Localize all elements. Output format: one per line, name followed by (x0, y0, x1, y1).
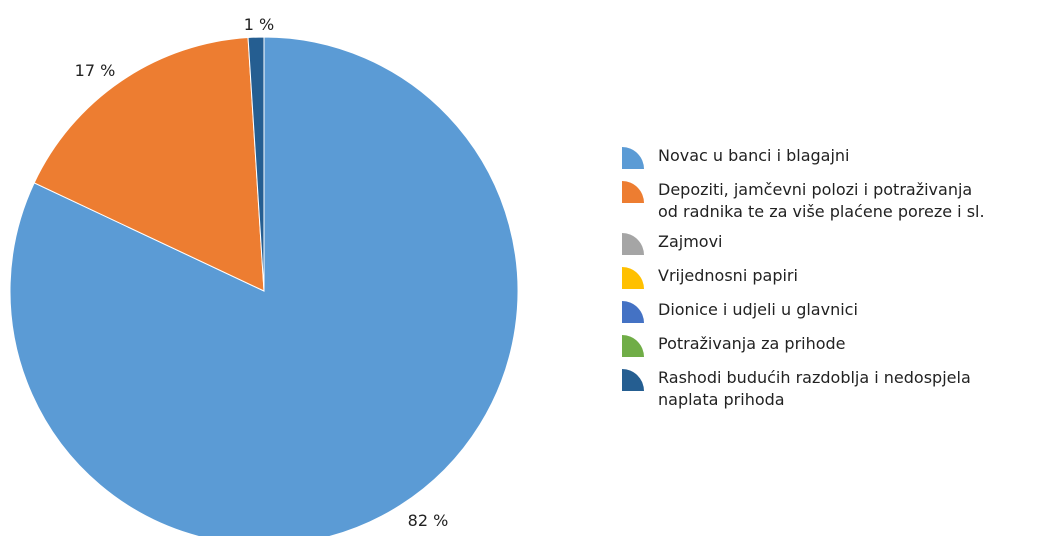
pie-slice (33, 36, 265, 292)
slice-value-label: 17 % (75, 61, 116, 80)
legend-swatch-icon (620, 179, 650, 205)
legend-swatch-icon (620, 367, 650, 393)
legend-label: Dionice i udjeli u glavnici (658, 300, 858, 319)
legend-swatch-icon (620, 231, 650, 257)
legend-item: Depoziti, jamčevni polozi i potraživanja… (620, 179, 1050, 223)
pie-slice-labels: 82 % 17 % 1 % (75, 15, 449, 530)
legend-label: Depoziti, jamčevni polozi i potraživanja… (658, 180, 985, 221)
legend-label: Vrijednosni papiri (658, 266, 798, 285)
legend-swatch-icon (620, 299, 650, 325)
legend-swatch-icon (620, 333, 650, 359)
legend-label: Novac u banci i blagajni (658, 146, 850, 165)
pie-slice (247, 36, 265, 292)
pie-slices (9, 36, 519, 536)
legend-item: Rashodi budućih razdoblja i nedospjela n… (620, 367, 1050, 411)
legend-item: Potraživanja za prihode (620, 333, 1050, 359)
legend-item: Vrijednosni papiri (620, 265, 1050, 291)
legend-label: Rashodi budućih razdoblja i nedospjela n… (658, 368, 971, 409)
legend-item: Dionice i udjeli u glavnici (620, 299, 1050, 325)
legend-label: Zajmovi (658, 232, 723, 251)
legend-item: Novac u banci i blagajni (620, 145, 1050, 171)
slice-value-label: 82 % (408, 511, 449, 530)
slice-value-label: 1 % (244, 15, 274, 34)
legend-item: Zajmovi (620, 231, 1050, 257)
legend-swatch-icon (620, 145, 650, 171)
legend-swatch-icon (620, 265, 650, 291)
legend-label: Potraživanja za prihode (658, 334, 846, 353)
chart-legend: Novac u banci i blagajni Depoziti, jamčev… (620, 145, 1050, 419)
